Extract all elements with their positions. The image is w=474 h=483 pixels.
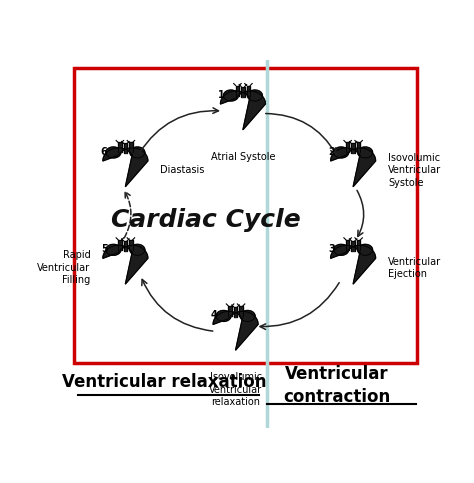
- Polygon shape: [106, 147, 121, 158]
- Text: 5: 5: [101, 244, 108, 254]
- Text: Isovolumic
Ventricular
relaxation: Isovolumic Ventricular relaxation: [209, 372, 262, 407]
- Polygon shape: [130, 147, 145, 158]
- Text: Atrial Systole: Atrial Systole: [210, 152, 275, 162]
- Text: Cardiac Cycle: Cardiac Cycle: [111, 208, 301, 232]
- Polygon shape: [103, 245, 148, 284]
- Polygon shape: [331, 245, 375, 284]
- Polygon shape: [103, 148, 148, 187]
- Polygon shape: [216, 311, 231, 321]
- Polygon shape: [106, 244, 121, 256]
- Text: Rapid
Ventricular
Filling: Rapid Ventricular Filling: [37, 250, 91, 285]
- Polygon shape: [213, 312, 258, 350]
- Text: Ventricular
contraction: Ventricular contraction: [283, 365, 390, 406]
- Polygon shape: [130, 244, 145, 256]
- Text: 1: 1: [219, 90, 225, 100]
- Text: 6: 6: [101, 147, 108, 156]
- Text: 2: 2: [328, 147, 335, 156]
- FancyBboxPatch shape: [74, 68, 418, 363]
- Text: Isovolumic
Ventricular
Systole: Isovolumic Ventricular Systole: [388, 153, 441, 188]
- Polygon shape: [334, 147, 349, 158]
- Text: 3: 3: [328, 244, 335, 254]
- Text: Ventricular
Ejection: Ventricular Ejection: [388, 256, 441, 279]
- Polygon shape: [240, 311, 255, 321]
- Text: 4: 4: [211, 310, 218, 320]
- Polygon shape: [358, 244, 373, 256]
- Polygon shape: [358, 147, 373, 158]
- Text: Diastasis: Diastasis: [160, 166, 205, 175]
- Polygon shape: [223, 90, 238, 101]
- Polygon shape: [247, 90, 263, 101]
- Polygon shape: [331, 148, 375, 187]
- Polygon shape: [220, 91, 265, 130]
- Text: Ventricular relaxation: Ventricular relaxation: [62, 373, 266, 391]
- Polygon shape: [334, 244, 349, 256]
